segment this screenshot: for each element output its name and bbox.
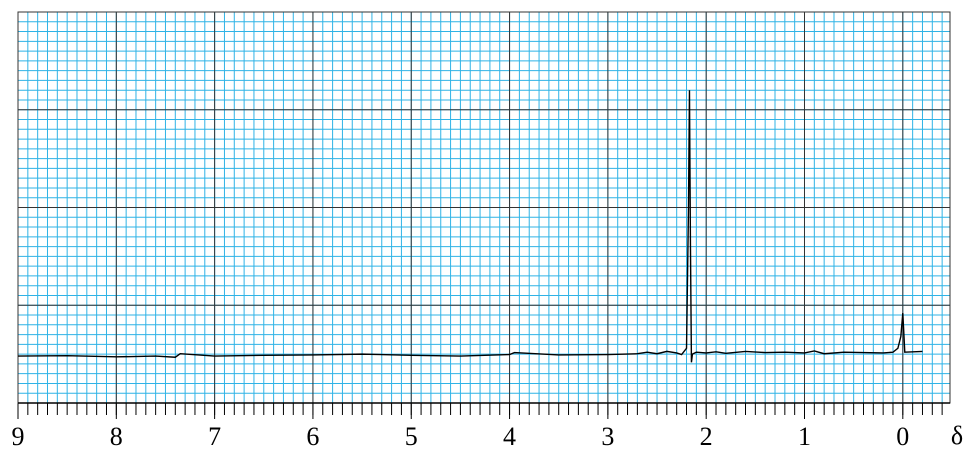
x-tick-label: 5 — [405, 422, 418, 451]
x-tick-label: 6 — [306, 422, 319, 451]
x-tick-label: 4 — [503, 422, 516, 451]
axis-label: δ — [951, 421, 963, 450]
x-tick-label: 1 — [798, 422, 811, 451]
x-tick-label: 0 — [896, 422, 909, 451]
x-tick-label: 2 — [700, 422, 713, 451]
x-tick-label: 8 — [110, 422, 123, 451]
x-tick-label: 7 — [208, 422, 221, 451]
x-tick-label: 3 — [601, 422, 614, 451]
x-tick-label: 9 — [12, 422, 25, 451]
spectrum-line — [17, 90, 923, 363]
